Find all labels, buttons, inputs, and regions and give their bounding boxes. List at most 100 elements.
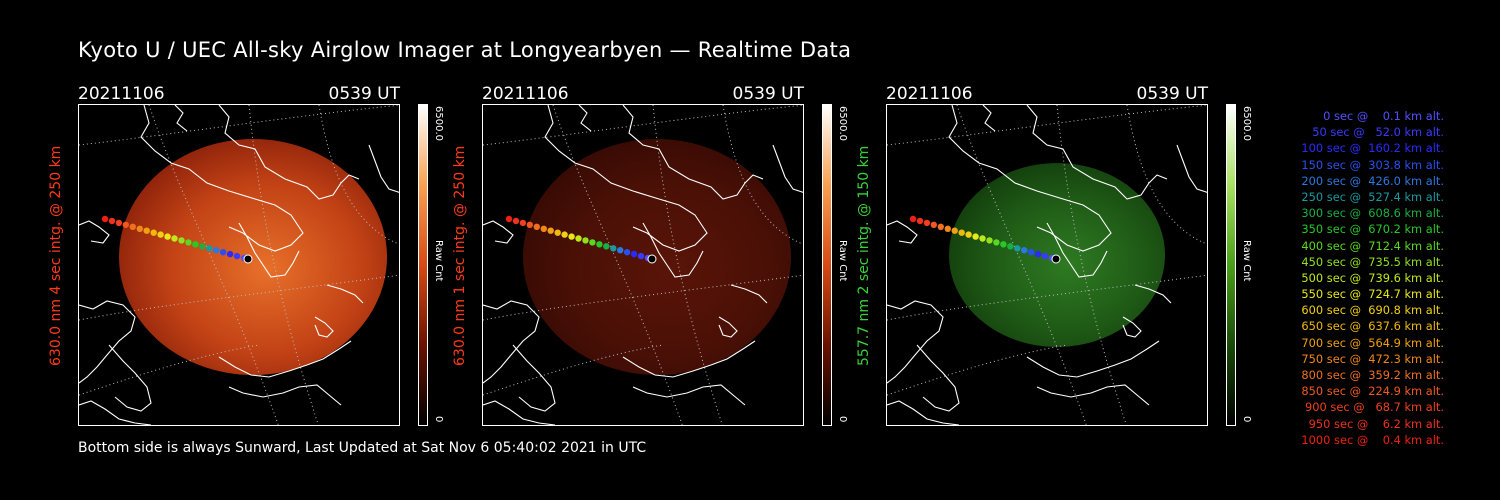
trajectory-dot (199, 243, 206, 250)
trajectory-dot (164, 233, 171, 240)
legend-entry: 300 sec @ 608.6 km alt. (1297, 206, 1444, 221)
trajectory-dot (637, 252, 645, 260)
trajectory-dot (150, 229, 157, 236)
trajectory-dot (568, 233, 575, 240)
trajectory-dot (596, 241, 603, 248)
coastline (228, 384, 342, 406)
lat-lon-grid (483, 274, 803, 321)
lat-lon-grid (552, 105, 683, 425)
colorbar-max: 6500.0 (837, 106, 848, 141)
coastline (1026, 105, 1168, 200)
trajectory-dot (630, 250, 638, 258)
trajectory-dot (192, 241, 199, 248)
lat-lon-grid (318, 105, 399, 245)
coastline (718, 316, 738, 338)
colorbar-unit: Raw Cnt (1241, 240, 1252, 282)
trajectory-dot (547, 227, 554, 234)
trajectory-dot (951, 227, 958, 234)
lat-lon-grid (248, 105, 319, 425)
coastline (622, 340, 756, 378)
coastline (1134, 284, 1172, 304)
panel-time: 0539 UT (1136, 84, 1209, 104)
panel-date: 20211106 (78, 84, 165, 104)
legend-entry: 950 sec @ 6.2 km alt. (1305, 416, 1444, 431)
trajectory-dot (1000, 241, 1007, 248)
legend-entry: 1000 sec @ 0.4 km alt. (1301, 432, 1444, 447)
trajectory-dot (575, 235, 582, 242)
trajectory-dot (512, 217, 520, 225)
colorbar-max: 6500.0 (433, 106, 444, 141)
trajectory-dot (554, 229, 561, 236)
coastline (1036, 384, 1150, 406)
trajectory-dot (1007, 243, 1014, 250)
footer-note: Bottom side is always Sunward, Last Upda… (78, 440, 647, 456)
trajectory-dot (589, 239, 596, 246)
colorbar (1226, 104, 1236, 426)
trajectory-dot (213, 247, 220, 254)
legend-entry: 0 sec @ 0.1 km alt. (1312, 109, 1444, 123)
trajectory-legend: 0 sec @ 0.1 km alt. 50 sec @ 52.0 km alt… (1262, 108, 1444, 448)
lat-lon-grid (148, 105, 279, 425)
legend-entry: 650 sec @ 637.6 km alt. (1297, 319, 1444, 334)
lat-lon-grid (652, 105, 723, 425)
coastline (79, 220, 110, 244)
panel-wavelength-label: 630.0 nm 1 sec intg. @ 250 km (452, 145, 468, 366)
lat-lon-grid (722, 105, 803, 245)
colorbar (822, 104, 832, 426)
coastline (326, 284, 364, 304)
coastline (730, 284, 768, 304)
colorbar-unit: Raw Cnt (433, 240, 444, 282)
legend-entry: 850 sec @ 224.9 km alt. (1297, 384, 1444, 399)
trajectory-dot (1014, 245, 1021, 252)
coastline (483, 220, 514, 244)
legend-entry: 350 sec @ 670.2 km alt. (1297, 222, 1444, 237)
airglow-panel-630-1s: 20211106 0539 UT 630.0 nm 1 sec intg. @ … (452, 84, 892, 430)
trajectory-dot (958, 229, 965, 236)
trajectory-dot (1034, 250, 1042, 258)
panel-wavelength-label: 630.0 nm 4 sec intg. @ 250 km (48, 145, 64, 366)
sky-glow (119, 139, 387, 375)
coastline (218, 340, 352, 378)
station-marker (647, 254, 657, 264)
trajectory-dot (916, 217, 924, 225)
trajectory-dot (519, 219, 527, 227)
all-sky-image (482, 104, 804, 426)
trajectory-dot (944, 225, 951, 232)
lat-lon-grid (887, 105, 1207, 146)
trajectory-dot (233, 252, 241, 260)
panel-date: 20211106 (482, 84, 569, 104)
trajectory-dot (603, 243, 610, 250)
station-marker (1051, 254, 1061, 264)
coastline (887, 220, 918, 244)
lat-lon-grid (79, 274, 399, 321)
colorbar (418, 104, 428, 426)
trajectory-dot (979, 235, 986, 242)
coastline (544, 105, 708, 252)
trajectory-dot (115, 219, 123, 227)
panel-time: 0539 UT (732, 84, 805, 104)
trajectory-dot (533, 223, 540, 230)
trajectory-dot (526, 221, 533, 228)
colorbar-unit: Raw Cnt (837, 240, 848, 282)
panel-date: 20211106 (886, 84, 973, 104)
coastline (79, 400, 152, 425)
trajectory-dot (136, 225, 143, 232)
legend-entry: 200 sec @ 426.0 km alt. (1297, 173, 1444, 188)
all-sky-image (886, 104, 1208, 426)
coastline (1122, 316, 1142, 338)
legend-entry: 250 sec @ 527.4 km alt. (1297, 189, 1444, 204)
coastline (314, 316, 334, 338)
coastline (512, 344, 556, 412)
airglow-panel-630-4s: 20211106 0539 UT 630.0 nm 4 sec intg. @ … (48, 84, 488, 430)
trajectory-dot (129, 223, 136, 230)
trajectory-dot (171, 235, 178, 242)
coastline (982, 105, 996, 132)
lat-lon-grid (483, 105, 803, 146)
legend-entry: 400 sec @ 712.4 km alt. (1297, 238, 1444, 253)
trajectory-dot (185, 239, 192, 246)
trajectory-dot (972, 233, 979, 240)
trajectory-dot (157, 231, 164, 238)
legend-entry: 800 sec @ 359.2 km alt. (1297, 368, 1444, 382)
trajectory-dot (206, 245, 213, 252)
page-title: Kyoto U / UEC All-sky Airglow Imager at … (78, 38, 852, 62)
